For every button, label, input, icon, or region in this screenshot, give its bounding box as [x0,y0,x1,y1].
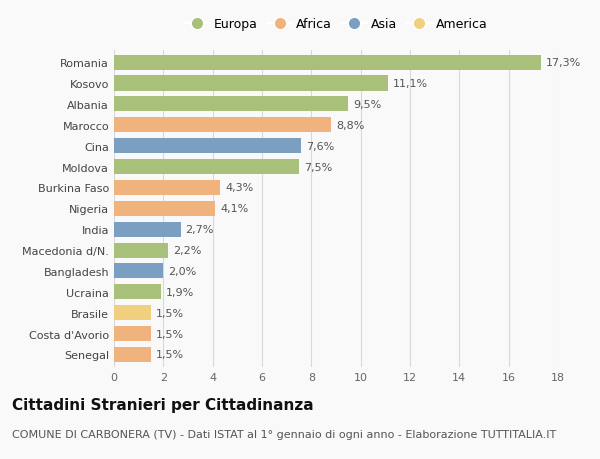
Bar [114,243,168,258]
Text: 2,7%: 2,7% [185,225,214,235]
Bar [114,139,301,154]
Text: 11,1%: 11,1% [393,79,428,89]
Bar [114,202,215,216]
Text: 2,0%: 2,0% [168,266,197,276]
Legend: Europa, Africa, Asia, America: Europa, Africa, Asia, America [182,16,490,34]
Text: 1,9%: 1,9% [166,287,194,297]
Text: 1,5%: 1,5% [156,350,184,360]
Bar [114,97,349,112]
Bar [114,306,151,320]
Text: COMUNE DI CARBONERA (TV) - Dati ISTAT al 1° gennaio di ogni anno - Elaborazione : COMUNE DI CARBONERA (TV) - Dati ISTAT al… [12,429,556,439]
Bar [114,347,151,362]
Bar [114,180,220,196]
Text: Cittadini Stranieri per Cittadinanza: Cittadini Stranieri per Cittadinanza [12,397,314,412]
Text: 7,6%: 7,6% [307,141,335,151]
Text: 1,5%: 1,5% [156,308,184,318]
Bar [114,118,331,133]
Bar [114,326,151,341]
Text: 1,5%: 1,5% [156,329,184,339]
Text: 2,2%: 2,2% [173,246,202,256]
Bar [114,56,541,71]
Bar [114,264,163,279]
Text: 9,5%: 9,5% [353,100,382,110]
Bar [114,160,299,175]
Bar [114,222,181,237]
Text: 4,3%: 4,3% [225,183,253,193]
Text: 4,1%: 4,1% [220,204,248,214]
Bar [114,76,388,91]
Text: 17,3%: 17,3% [545,58,581,68]
Text: 7,5%: 7,5% [304,162,332,172]
Bar [114,285,161,300]
Text: 8,8%: 8,8% [336,121,364,130]
